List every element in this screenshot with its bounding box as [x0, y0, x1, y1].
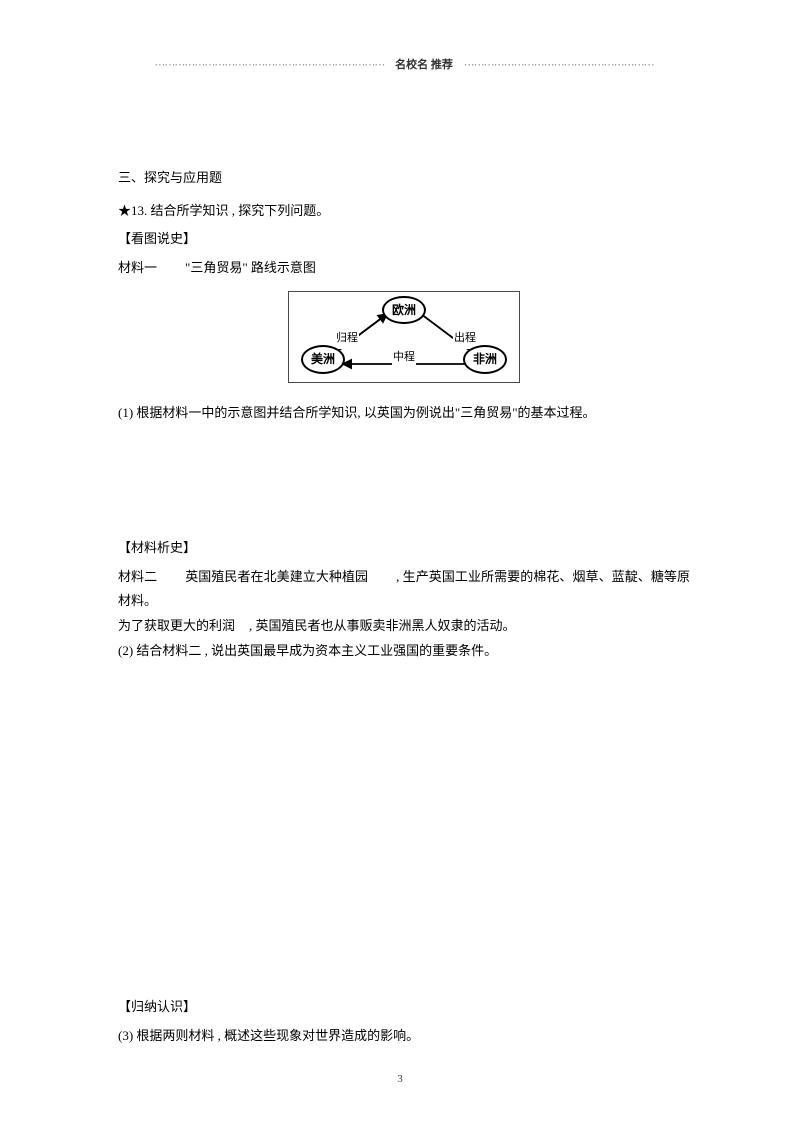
heading-analyze: 【材料析史】 [118, 536, 690, 561]
triangle-trade-diagram: 欧洲 美洲 非洲 归程 出程 中程 [288, 291, 520, 383]
section-three-title: 三、探究与应用题 [118, 166, 690, 191]
question-13-line: ★13. 结合所学知识 , 探究下列问题。 [118, 199, 690, 224]
header-dots-right: ⋯⋯⋯⋯⋯⋯⋯⋯⋯⋯⋯⋯⋯⋯⋯⋯⋯⋯⋯ [464, 59, 654, 71]
header-label: 名校名 推荐 [395, 59, 453, 71]
material-two: 材料二英国殖民者在北美建立大种植园, 生产英国工业所需要的棉花、烟草、蓝靛、糖等… [118, 565, 690, 639]
spacer-2 [118, 663, 690, 991]
question-3: (3) 根据两则材料 , 概述这些现象对世界造成的影响。 [118, 1024, 690, 1049]
header-dots-left: ⋯⋯⋯⋯⋯⋯⋯⋯⋯⋯⋯⋯⋯⋯⋯⋯⋯⋯⋯⋯⋯⋯⋯ [154, 59, 384, 71]
material2-line1a: 英国殖民者在北美建立大种植园 [185, 569, 368, 584]
edge-outbound: 出程 [453, 328, 477, 349]
node-america: 美洲 [301, 345, 345, 374]
material2-line2a: 为了获取更大的利润 [118, 618, 235, 633]
page-number: 3 [0, 1073, 800, 1085]
material1-text: "三角贸易" 路线示意图 [185, 260, 316, 275]
question-2: (2) 结合材料二 , 说出英国最早成为资本主义工业强国的重要条件。 [118, 639, 690, 664]
material1-prefix: 材料一 [118, 260, 157, 275]
material2-prefix: 材料二 [118, 569, 157, 584]
edge-middle: 中程 [392, 347, 416, 368]
page-content: ⋯⋯⋯⋯⋯⋯⋯⋯⋯⋯⋯⋯⋯⋯⋯⋯⋯⋯⋯⋯⋯⋯⋯ 名校名 推荐 ⋯⋯⋯⋯⋯⋯⋯⋯⋯… [0, 0, 800, 1049]
heading-look: 【看图说史】 [118, 227, 690, 252]
material-one-line: 材料一 "三角贸易" 路线示意图 [118, 256, 690, 281]
node-europe: 欧洲 [382, 296, 426, 325]
diagram-container: 欧洲 美洲 非洲 归程 出程 中程 [118, 291, 690, 392]
node-africa: 非洲 [463, 345, 507, 374]
page-header: ⋯⋯⋯⋯⋯⋯⋯⋯⋯⋯⋯⋯⋯⋯⋯⋯⋯⋯⋯⋯⋯⋯⋯ 名校名 推荐 ⋯⋯⋯⋯⋯⋯⋯⋯⋯… [118, 55, 690, 76]
heading-summary: 【归纳认识】 [118, 995, 690, 1020]
spacer-1 [118, 426, 690, 532]
question-1: (1) 根据材料一中的示意图并结合所学知识, 以英国为例说出"三角贸易"的基本过… [118, 401, 690, 426]
material2-line2b: , 英国殖民者也从事贩卖非洲黑人奴隶的活动。 [249, 618, 516, 633]
edge-return: 归程 [335, 328, 359, 349]
q13-text: ★13. 结合所学知识 , 探究下列问题。 [118, 203, 329, 218]
